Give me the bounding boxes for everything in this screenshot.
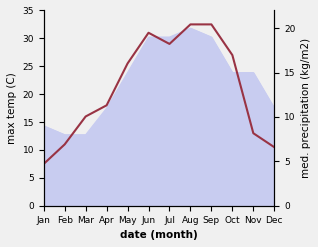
Y-axis label: max temp (C): max temp (C) xyxy=(7,72,17,144)
Y-axis label: med. precipitation (kg/m2): med. precipitation (kg/m2) xyxy=(301,38,311,178)
X-axis label: date (month): date (month) xyxy=(120,230,198,240)
